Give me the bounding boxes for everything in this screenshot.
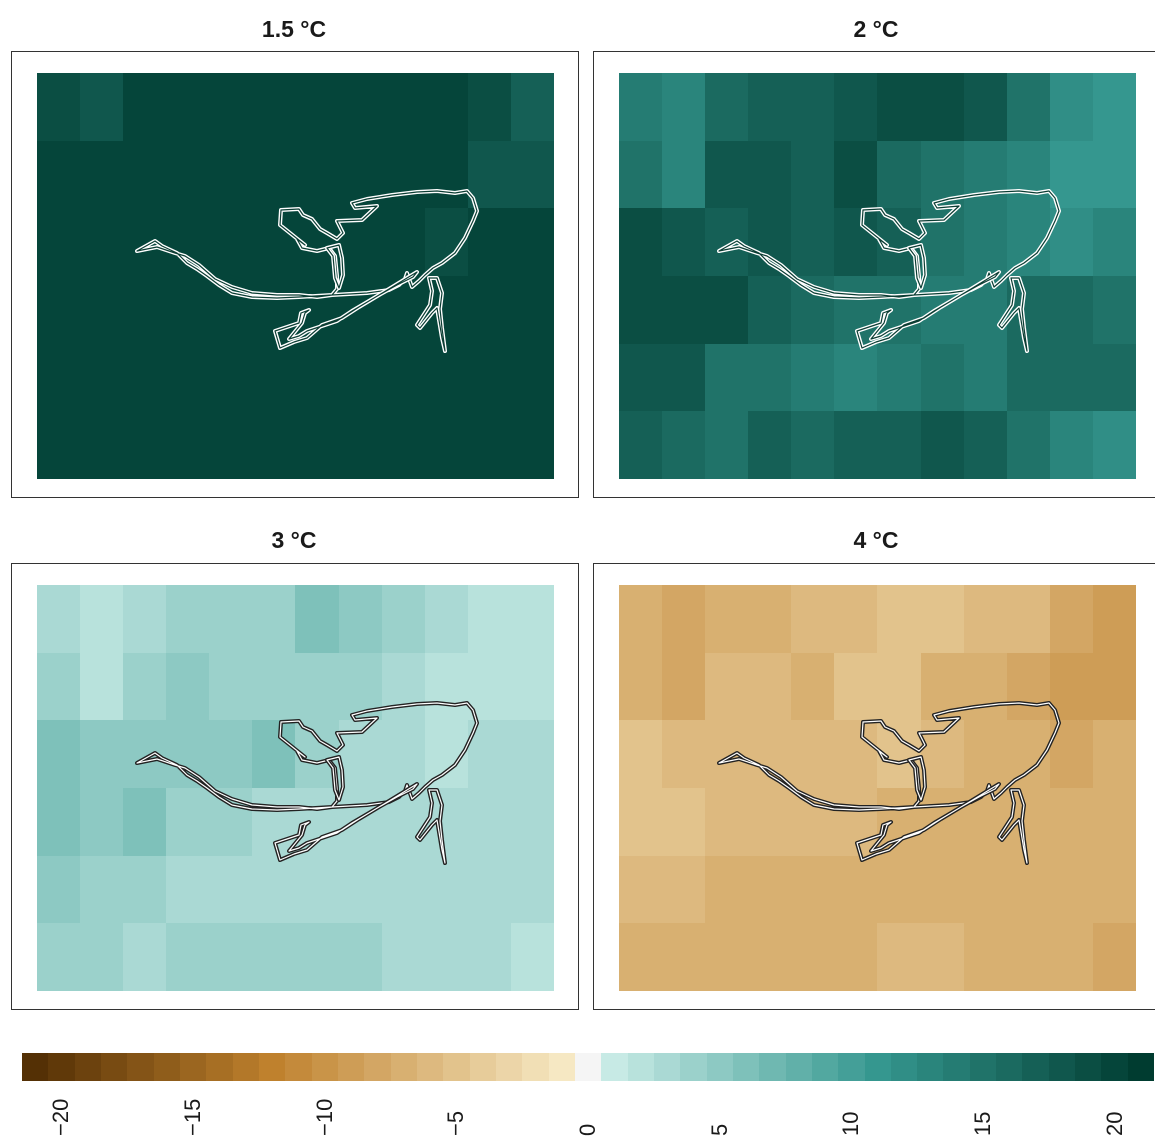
legend-swatch [917, 1053, 943, 1081]
legend-tick-label: 15 [970, 1088, 996, 1136]
legend-tick-label: −5 [443, 1088, 469, 1136]
legend-swatch [206, 1053, 232, 1081]
legend-swatch [628, 1053, 654, 1081]
region-boundary [719, 191, 1059, 298]
legend-swatch [970, 1053, 996, 1081]
legend-swatch [838, 1053, 864, 1081]
legend-swatch [48, 1053, 74, 1081]
legend-tick-label: 10 [838, 1088, 864, 1136]
panel-title-1: 1.5 °C [11, 16, 577, 43]
legend-swatch [759, 1053, 785, 1081]
legend-swatch [233, 1053, 259, 1081]
legend-swatch [364, 1053, 390, 1081]
legend-swatch [338, 1053, 364, 1081]
region-outline-2 [619, 73, 1136, 479]
legend-swatch [786, 1053, 812, 1081]
legend-swatch [1022, 1053, 1048, 1081]
panel-title-2: 2 °C [593, 16, 1155, 43]
region-boundary-inner [719, 191, 1059, 298]
legend-swatch [943, 1053, 969, 1081]
legend-swatch [127, 1053, 153, 1081]
legend-tick-label: −15 [180, 1088, 206, 1136]
color-legend-bar [22, 1053, 1154, 1081]
legend-swatch [812, 1053, 838, 1081]
legend-swatch [601, 1053, 627, 1081]
legend-swatch [180, 1053, 206, 1081]
legend-swatch [891, 1053, 917, 1081]
legend-tick-label: −20 [48, 1088, 74, 1136]
region-outline-4 [619, 585, 1136, 991]
legend-swatch [1128, 1053, 1154, 1081]
legend-swatch [417, 1053, 443, 1081]
legend-swatch [391, 1053, 417, 1081]
legend-swatch [707, 1053, 733, 1081]
legend-swatch [654, 1053, 680, 1081]
region-boundary-inner [137, 191, 477, 298]
legend-swatch [101, 1053, 127, 1081]
region-boundary [137, 191, 477, 298]
region-boundary [137, 703, 477, 810]
legend-swatch [865, 1053, 891, 1081]
legend-swatch [522, 1053, 548, 1081]
legend-tick-label: 20 [1102, 1088, 1128, 1136]
region-boundary-inner [719, 703, 1059, 810]
legend-swatch [496, 1053, 522, 1081]
legend-tick-label: −10 [312, 1088, 338, 1136]
legend-swatch [680, 1053, 706, 1081]
legend-swatch [285, 1053, 311, 1081]
legend-swatch [259, 1053, 285, 1081]
legend-swatch [443, 1053, 469, 1081]
region-boundary-inner [137, 703, 477, 810]
panel-title-3: 3 °C [11, 527, 577, 554]
legend-tick-label: 5 [707, 1088, 733, 1136]
legend-swatch [733, 1053, 759, 1081]
legend-swatch [470, 1053, 496, 1081]
legend-swatch [312, 1053, 338, 1081]
legend-swatch [1075, 1053, 1101, 1081]
legend-swatch [996, 1053, 1022, 1081]
panel-title-4: 4 °C [593, 527, 1155, 554]
legend-swatch [154, 1053, 180, 1081]
legend-swatch [1101, 1053, 1127, 1081]
legend-tick-label: 0 [575, 1088, 601, 1136]
region-outline-1 [37, 73, 554, 479]
region-outline-3 [37, 585, 554, 991]
legend-swatch [75, 1053, 101, 1081]
legend-swatch [549, 1053, 575, 1081]
region-boundary [719, 703, 1059, 810]
legend-swatch [575, 1053, 601, 1081]
legend-swatch [1049, 1053, 1075, 1081]
legend-swatch [22, 1053, 48, 1081]
